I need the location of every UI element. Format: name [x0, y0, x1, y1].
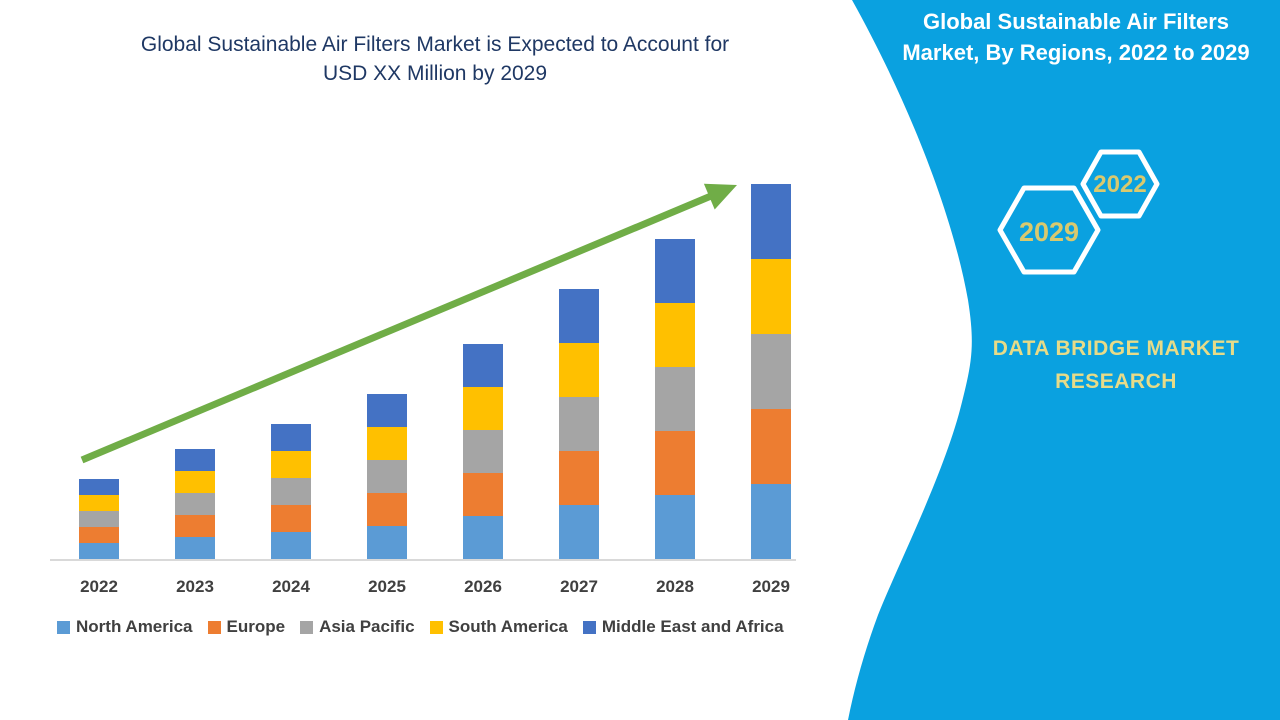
hexagon-2022-outline [1080, 149, 1160, 219]
x-tick-2025: 2025 [368, 577, 406, 596]
bar-segment-2024-europe [271, 505, 311, 532]
x-tick-2023: 2023 [176, 577, 214, 596]
x-axis-line [50, 559, 796, 561]
x-tick-2024: 2024 [272, 577, 310, 596]
bar-segment-2028-south-america [655, 303, 695, 367]
legend-label: South America [448, 617, 568, 636]
chart-legend: North America Europe Asia Pacific South Ame… [57, 617, 837, 637]
bar-segment-2025-middle-east-and-africa [367, 394, 407, 427]
trend-arrow-head [703, 183, 737, 210]
bar-2024 [271, 424, 311, 559]
bar-segment-2028-europe [655, 431, 695, 495]
hexagon-2029-outline [997, 185, 1101, 275]
legend-item-asia-pacific: Asia Pacific [300, 617, 415, 637]
chart-title-line1: Global Sustainable Air Filters Market is… [140, 33, 730, 56]
legend-label: Middle East and Africa [601, 617, 784, 636]
legend-item-middle-east-and-africa: Middle East and Africa [582, 617, 784, 637]
legend-swatch-icon [582, 620, 596, 634]
bar-segment-2024-asia-pacific [271, 478, 311, 505]
bar-segment-2025-south-america [367, 427, 407, 460]
bar-segment-2029-asia-pacific [751, 334, 791, 409]
bar-2027 [559, 289, 599, 559]
stacked-bar-chart: 2022 2023 2024 2025 2026 2027 2028 2029 [50, 183, 796, 596]
legend-swatch-icon [300, 620, 314, 634]
bar-segment-2027-asia-pacific [559, 397, 599, 451]
bar-segment-2026-south-america [463, 387, 503, 430]
bar-segment-2023-north-america [175, 537, 215, 559]
bar-segment-2026-europe [463, 473, 503, 516]
bar-segment-2025-north-america [367, 526, 407, 559]
trend-arrow-line [80, 192, 713, 464]
bar-segment-2028-middle-east-and-africa [655, 239, 695, 303]
bar-segment-2022-europe [79, 527, 119, 543]
bar-2028 [655, 239, 695, 559]
bar-2025 [367, 394, 407, 559]
bar-segment-2026-north-america [463, 516, 503, 559]
brand-name: DATA BRIDGE MARKET RESEARCH [992, 337, 1240, 393]
hexagon-2029-label: 2029 [1019, 217, 1079, 247]
x-tick-2028: 2028 [656, 577, 694, 596]
bar-segment-2023-middle-east-and-africa [175, 449, 215, 471]
legend-label: Europe [226, 617, 286, 636]
bar-segment-2023-south-america [175, 471, 215, 493]
bar-segment-2023-asia-pacific [175, 493, 215, 515]
hexagon-2022-label: 2022 [1093, 171, 1146, 198]
bar-2023 [175, 449, 215, 559]
bar-segment-2022-south-america [79, 495, 119, 511]
bar-segment-2022-middle-east-and-africa [79, 479, 119, 495]
bar-segment-2028-asia-pacific [655, 367, 695, 431]
legend-item-europe: Europe [207, 617, 286, 637]
legend-label: Asia Pacific [319, 617, 415, 636]
bar-segment-2024-south-america [271, 451, 311, 478]
x-tick-2027: 2027 [560, 577, 598, 596]
legend-swatch-icon [207, 620, 221, 634]
legend-swatch-icon [429, 620, 443, 634]
bar-segment-2029-middle-east-and-africa [751, 184, 791, 259]
chart-title-line2: USD XX Million by 2029 [322, 62, 548, 85]
bar-2029 [751, 184, 791, 559]
x-tick-2029: 2029 [752, 577, 790, 596]
bar-segment-2025-europe [367, 493, 407, 526]
side-panel-title: Global Sustainable Air Filters Market, B… [880, 6, 1272, 68]
bar-segment-2028-north-america [655, 495, 695, 559]
legend-swatch-icon [57, 620, 70, 634]
trend-arrow [80, 183, 737, 464]
bar-segment-2022-asia-pacific [79, 511, 119, 527]
bar-segment-2027-north-america [559, 505, 599, 559]
legend-item-south-america: South America [429, 617, 568, 637]
legend-label: North America [76, 617, 193, 636]
legend-item-north-america: North America [57, 617, 193, 637]
side-panel-title-line2: Market, By Regions, 2022 to 2029 [902, 40, 1250, 65]
bar-segment-2026-middle-east-and-africa [463, 344, 503, 387]
bar-2022 [79, 479, 119, 559]
x-tick-2026: 2026 [464, 577, 502, 596]
x-tick-2022: 2022 [80, 577, 118, 596]
bar-segment-2029-europe [751, 409, 791, 484]
bar-segment-2027-south-america [559, 343, 599, 397]
bar-segment-2027-middle-east-and-africa [559, 289, 599, 343]
bar-segment-2022-north-america [79, 543, 119, 559]
bar-segment-2023-europe [175, 515, 215, 537]
chart-title: Global Sustainable Air Filters Market is… [40, 30, 830, 88]
side-panel-title-line1: Global Sustainable Air Filters [922, 9, 1230, 34]
bar-segment-2029-north-america [751, 484, 791, 559]
bar-segment-2024-north-america [271, 532, 311, 559]
bar-segment-2025-asia-pacific [367, 460, 407, 493]
bar-segment-2029-south-america [751, 259, 791, 334]
bar-segment-2026-asia-pacific [463, 430, 503, 473]
bar-segment-2027-europe [559, 451, 599, 505]
bar-2026 [463, 344, 503, 559]
bar-segment-2024-middle-east-and-africa [271, 424, 311, 451]
